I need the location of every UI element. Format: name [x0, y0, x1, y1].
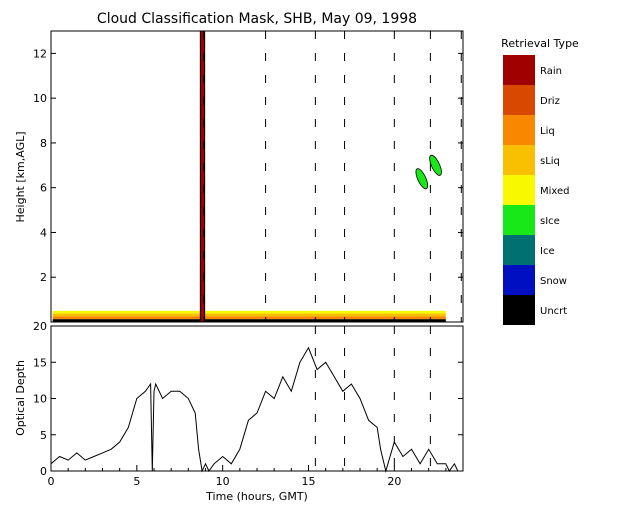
low-cloud-band-liq: [52, 316, 446, 320]
optical-depth-plot-frame: [50, 325, 464, 472]
cloud-mask-y-tick-label: 6: [40, 182, 47, 195]
time-x-axis-label: Time (hours, GMT): [205, 490, 308, 503]
legend-label: sLiq: [540, 156, 560, 167]
legend-label: Ice: [540, 246, 555, 257]
legend-swatch-sliq: [503, 145, 535, 175]
optical-depth-y-tick-label: 15: [33, 356, 47, 369]
ice-cloud-patch: [415, 168, 429, 190]
legend-swatch-snow: [503, 265, 535, 295]
cloud-mask-plot-frame: [50, 30, 464, 323]
cloud-mask-panel: 2 4 6 8 10 12 Height [km,AGL]: [14, 30, 464, 323]
low-cloud-band-sliq: [52, 313, 446, 317]
ice-cloud-patch: [429, 154, 442, 176]
legend-title: Retrieval Type: [501, 37, 579, 50]
legend-swatch-rain: [503, 55, 535, 85]
optical-depth-y-tick-label: 20: [33, 320, 47, 333]
optical-depth-panel: 0 5 10 15 20 0 5 10 15 20 Optical Depth Time (ho…: [14, 320, 464, 503]
legend-label: Liq: [540, 126, 555, 137]
optical-depth-y-tick-label: 5: [40, 429, 47, 442]
optical-depth-y-tick-label: 0: [40, 465, 47, 478]
legend-label: Snow: [540, 276, 567, 287]
time-x-tick-label: 10: [216, 475, 230, 488]
cloud-mask-y-tick-label: 2: [40, 271, 47, 284]
optical-depth-series: [50, 346, 459, 473]
legend-label: sIce: [540, 216, 560, 227]
legend-label: Driz: [540, 96, 560, 107]
legend-label: Uncrt: [540, 306, 567, 317]
time-x-tick-label: 0: [48, 475, 55, 488]
cloud-mask-y-tick-label: 12: [33, 47, 47, 60]
legend-swatch-uncrt: [503, 295, 535, 325]
low-cloud-band-mixed: [52, 310, 446, 314]
cloud-mask-y-tick-label: 10: [33, 92, 47, 105]
legend-swatch-ice: [503, 235, 535, 265]
chart-title: Cloud Classification Mask, SHB, May 09, …: [97, 11, 417, 27]
time-x-tick-label: 5: [133, 475, 140, 488]
cloud-mask-y-axis-label: Height [km,AGL]: [14, 131, 27, 222]
low-cloud-band-uncrt: [52, 319, 446, 322]
legend-swatch-mixed: [503, 175, 535, 205]
optical-depth-y-tick-label: 10: [33, 393, 47, 406]
retrieval-type-legend: Retrieval Type Rain Driz Liq sLiq Mixed sIce I…: [501, 37, 579, 325]
legend-label: Mixed: [540, 186, 570, 197]
cloud-mask-y-tick-label: 4: [40, 226, 47, 239]
legend-swatch-liq: [503, 115, 535, 145]
rain-column: [199, 30, 206, 323]
time-x-tick-label: 20: [387, 475, 401, 488]
legend-swatch-driz: [503, 85, 535, 115]
time-x-tick-label: 15: [302, 475, 316, 488]
cloud-mask-y-tick-label: 8: [40, 137, 47, 150]
legend-swatch-sice: [503, 205, 535, 235]
optical-depth-y-axis-label: Optical Depth: [14, 360, 27, 436]
legend-label: Rain: [540, 66, 562, 77]
